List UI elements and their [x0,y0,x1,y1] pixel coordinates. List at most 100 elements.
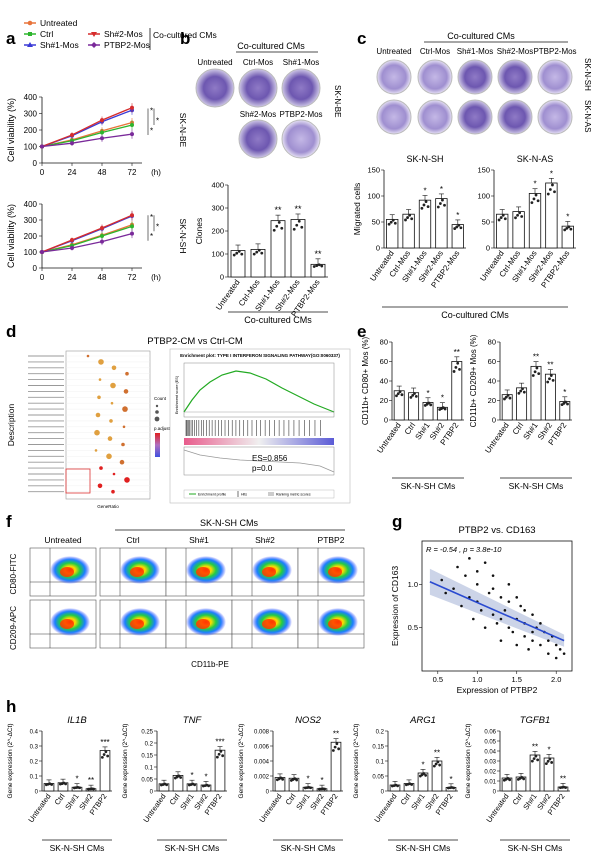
sig-mark: * [440,185,443,194]
data-dot [272,228,276,232]
data-dot [179,776,183,779]
data-dot [260,251,264,255]
data-dot [312,265,316,268]
y-axis-label: Gene expression (2^-ΔCt) [238,724,245,799]
data-dot [567,225,571,229]
dotplot-point [122,425,126,429]
scatter-point [452,587,455,590]
y-tick-label: 80 [488,338,496,347]
y-tick-label: 80 [380,338,388,347]
group-label: SK-N-SH CMs [165,843,220,853]
sig-mark: * [150,213,153,222]
x-tick-label: 0 [40,168,45,177]
sig-mark: ** [560,774,566,783]
y-tick-label: 0 [376,244,380,253]
sig-mark: * [190,771,193,780]
category-label: Untreated [257,792,283,824]
scatter-point [499,617,503,621]
category-label: Untreated [141,792,167,824]
y-tick-label: 0.15 [141,754,153,760]
data-dot [395,394,398,398]
chart-title: NOS2 [295,715,322,726]
group-label: SK-N-SH CMs [509,481,564,491]
data-dot [546,380,550,384]
data-dot [455,225,459,229]
scatter-point [468,557,471,560]
category-label: Untreated [372,792,398,824]
data-dot [536,199,540,203]
data-dot [100,755,104,759]
sig-mark: * [423,186,426,195]
data-point [40,144,44,149]
flow-plot [29,599,97,649]
sig-mark: ** [547,360,553,369]
category-label: Sh#1 [178,792,195,812]
data-dot [503,397,506,401]
panel-label-c: c [357,29,366,48]
panel-h-il1b: 0 0.1 0.2 0.3 0.4 Gene expression (2^-ΔCt) IL1… [7,715,112,853]
y-tick-label: 0 [381,790,385,796]
y-tick-label: 50 [482,218,490,227]
data-dot [549,374,553,377]
data-dot [427,401,431,405]
flow-xlabel: CD11b-PE [191,660,229,669]
sig-mark: * [426,389,429,398]
data-dot [309,786,313,790]
dotplot-point [110,382,116,389]
data-dot [280,226,284,230]
dotplot-point [111,489,115,494]
data-dot [64,782,68,786]
dotplot-point [98,359,104,365]
panel-d-title: PTBP2-CM vs Ctrl-CM [147,336,243,347]
data-point [70,238,74,242]
sig-mark: ** [434,748,440,757]
data-dot [436,760,440,764]
flow-density-core [60,619,74,629]
data-point [70,141,74,146]
y-axis-label: Migrated cells [352,183,362,235]
data-dot [165,783,169,787]
data-dot [50,783,54,786]
dotplot-term-lines [28,355,150,493]
panel-b-cell-line: SK-N-BE [333,85,342,117]
y-axis-label: Cell viability (%) [6,98,16,162]
data-dot [457,223,461,227]
scatter-point [483,561,487,564]
data-dot [438,202,442,205]
data-dot [177,774,181,778]
category-label: Untreated [375,421,403,455]
dotplot-frame [65,350,151,500]
data-dot [517,391,521,395]
data-dot [420,206,424,210]
chart-title: SK-N-AS [517,154,554,164]
y-tick-label: 200 [211,227,224,236]
data-dot [503,217,507,221]
dotplot-point [125,371,129,376]
sig-mark: * [320,776,323,785]
data-dot [232,253,236,257]
x-tick-label: 48 [98,273,107,282]
panel-b-label-ptbp2: PTBP2-Mos [279,110,322,119]
scatter-point [554,656,558,660]
chart-title: IL1B [67,715,87,726]
sig-mark: * [533,180,536,189]
data-dot [548,757,552,761]
panel-a-chart-sk-n-be: 0 100 200 300 400 0 24 48 72 (h) Cell viability (%… [6,93,188,177]
chart-title: SK-N-SH [178,219,188,254]
data-dot [255,250,259,254]
data-point [100,239,104,244]
flow-density-core [60,567,74,577]
dotplot-point [97,395,101,400]
plate-b-untreated [195,68,235,108]
y-tick-label: 0 [493,790,497,796]
group-label: SK-N-SH CMs [508,843,563,853]
data-dot [320,264,324,268]
series-line [41,121,133,148]
data-dot [398,390,402,394]
data-point [70,246,74,250]
scatter-point [491,587,495,590]
flow-column-label: PTBP2 [318,535,345,545]
data-dot [404,218,407,222]
panel-label-h: h [6,697,16,716]
